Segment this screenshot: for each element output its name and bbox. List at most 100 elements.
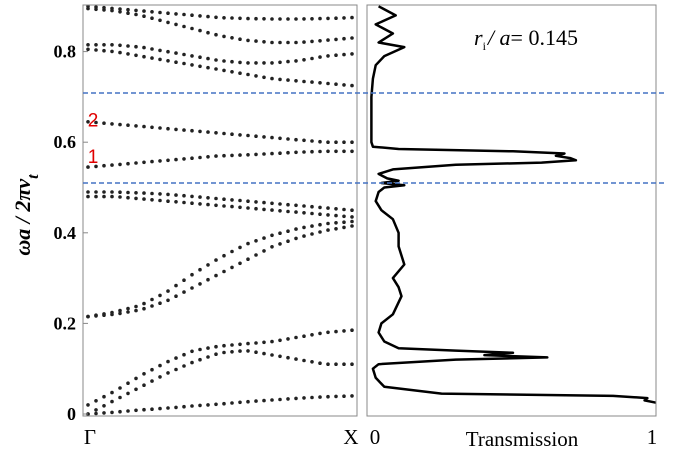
band-13-point: [134, 8, 138, 13]
y-axis-label-subscript: t: [25, 174, 42, 179]
band-1-point: [254, 399, 258, 403]
band-4-point: [198, 282, 202, 286]
band-points: [86, 4, 354, 416]
band-10-point: [94, 48, 98, 52]
x-tick-zero: 0: [370, 425, 381, 449]
band-7-point: [206, 196, 210, 200]
x-tick-one: 1: [647, 425, 658, 449]
band-8-point: [286, 150, 290, 155]
band-9-point: [166, 126, 170, 131]
band-11-point: [198, 55, 202, 59]
band-8-point: [182, 157, 186, 161]
band-7-point: [334, 207, 338, 211]
band-1-point: [182, 404, 186, 409]
band-6-point: [94, 194, 98, 199]
band-1-point: [190, 404, 194, 408]
band-11-point: [342, 52, 346, 57]
band-9-point: [94, 120, 98, 125]
band-10-point: [350, 83, 354, 88]
band-6-point: [158, 198, 162, 203]
band-4-point: [302, 234, 306, 238]
band-8-point: [118, 162, 122, 167]
band-9-point: [110, 122, 114, 126]
band-9-point: [294, 137, 298, 142]
band-5-point: [174, 283, 178, 288]
band-12-point: [222, 34, 226, 39]
band-13-point: [198, 14, 202, 18]
band-7-point: [214, 196, 218, 201]
band-1-point: [206, 403, 210, 407]
band-8-point: [238, 153, 242, 157]
band-12-point: [126, 11, 130, 15]
band-1-point: [302, 396, 306, 400]
band-2-point: [142, 383, 146, 388]
band-11-point: [142, 45, 146, 50]
band-9-point: [118, 122, 122, 127]
band-3-point: [254, 341, 258, 345]
band-9-point: [182, 128, 186, 132]
annotation-r-subscript: i: [483, 39, 487, 53]
band-6-point: [206, 202, 210, 207]
y-axis-label-main: ωa / 2πv: [10, 179, 35, 256]
band-1-point: [150, 407, 154, 412]
y-tick-label: 0.2: [54, 313, 77, 333]
band-8-point: [310, 149, 314, 154]
band-4-point: [222, 269, 226, 274]
band-5-point: [198, 267, 202, 272]
band-10-point: [198, 64, 202, 69]
band-3-point: [286, 337, 290, 341]
band-4-point: [190, 286, 194, 290]
band-1-point: [142, 407, 146, 412]
band-11-point: [294, 59, 298, 63]
band-4-point: [278, 242, 282, 246]
band-13-point: [278, 17, 282, 21]
band-4-point: [294, 236, 298, 241]
band-10-point: [206, 65, 210, 70]
band-12-point: [134, 12, 138, 17]
band-11-point: [182, 52, 186, 57]
band-9-point: [326, 140, 330, 144]
band-5-point: [86, 314, 90, 319]
band-1-point: [262, 398, 266, 403]
band-9-point: [198, 129, 202, 134]
band-1-point: [286, 397, 290, 401]
band-6-point: [142, 197, 146, 201]
band-8-point: [334, 149, 338, 154]
x-tick-x: X: [343, 425, 358, 449]
band-7-point: [350, 208, 354, 212]
band-12-point: [118, 10, 122, 14]
band-9-point: [278, 136, 282, 141]
band-7-point: [102, 190, 106, 194]
band-8-point: [158, 159, 162, 163]
band-6-point: [174, 200, 178, 204]
band-9-point: [334, 140, 338, 144]
band-5-point: [350, 219, 354, 224]
band-1-point: [166, 406, 170, 410]
band-3-point: [318, 331, 322, 336]
band-7-point: [254, 200, 258, 204]
band-6-point: [126, 195, 130, 200]
band-12-point: [278, 40, 282, 45]
y-tick-label: 0.6: [54, 132, 77, 152]
band-8-point: [126, 161, 130, 166]
band-8-point: [326, 149, 330, 154]
band-11-point: [350, 52, 354, 56]
band-6-point: [350, 215, 354, 219]
band-9-point: [150, 125, 154, 130]
band-2-point: [238, 349, 242, 353]
band-6-point: [118, 195, 122, 199]
band-13-point: [150, 10, 154, 14]
band-12-point: [142, 14, 146, 18]
band-5-point: [238, 245, 242, 250]
band-9-point: [126, 123, 130, 127]
band-10-point: [182, 61, 186, 66]
x-axis-label-transmission: Transmission: [466, 427, 579, 451]
band-3-point: [206, 346, 210, 350]
band-11-point: [102, 43, 106, 47]
band-2-point: [102, 404, 106, 408]
band-11-point: [222, 59, 226, 63]
band-7-point: [342, 207, 346, 212]
band-8-point: [246, 153, 250, 157]
band-12-point: [150, 16, 154, 21]
band-1-point: [118, 409, 122, 414]
